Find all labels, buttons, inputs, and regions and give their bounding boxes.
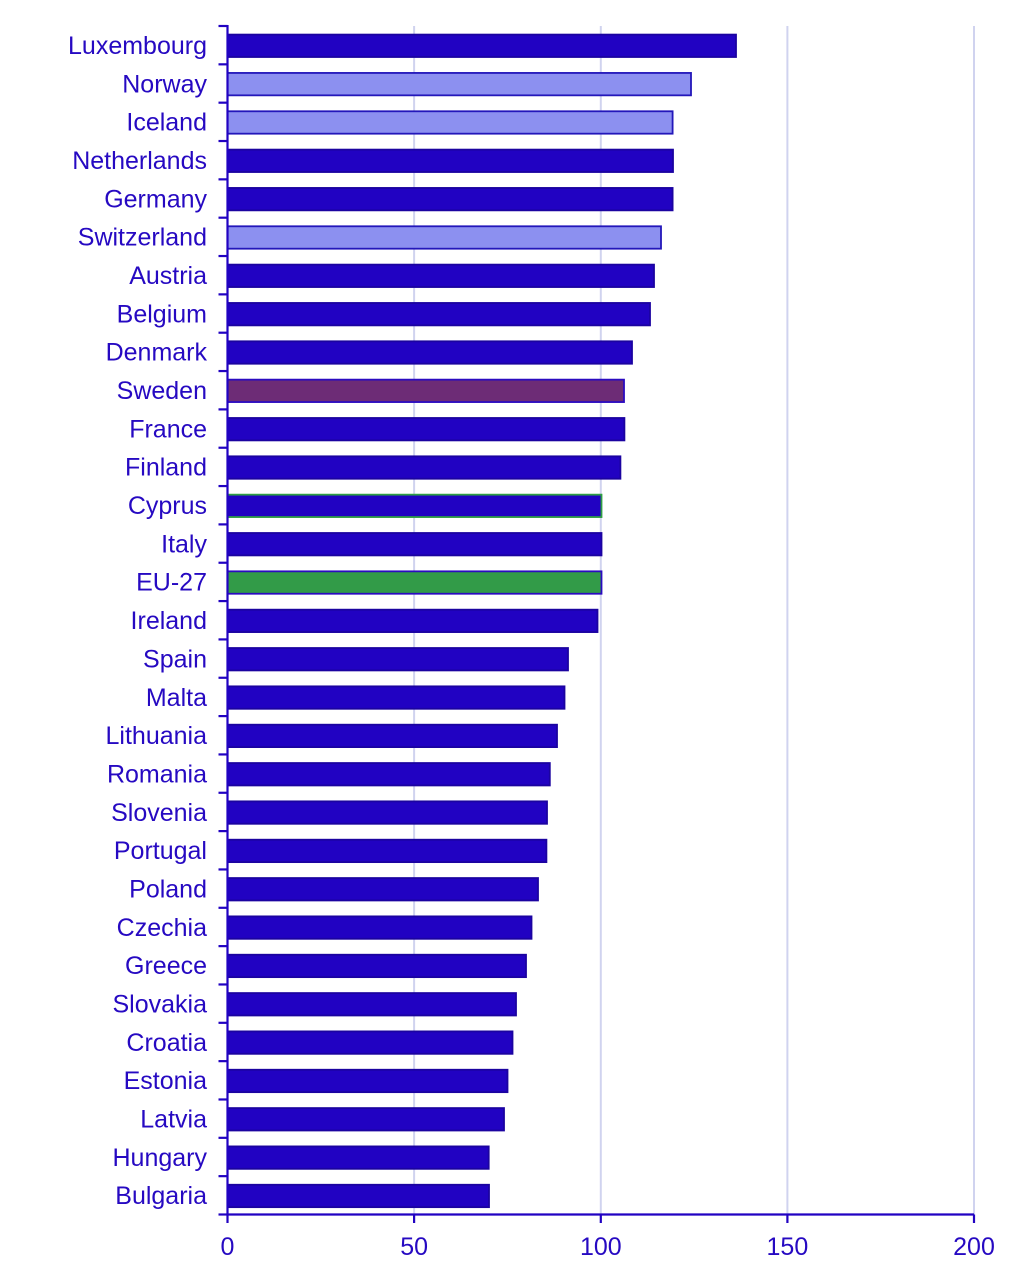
svg-text:50: 50 (400, 1233, 428, 1261)
svg-text:Denmark: Denmark (106, 339, 208, 367)
svg-text:Slovakia: Slovakia (113, 990, 208, 1018)
svg-text:Netherlands: Netherlands (72, 147, 207, 175)
svg-text:Lithuania: Lithuania (106, 722, 208, 750)
svg-text:Ireland: Ireland (131, 607, 207, 635)
svg-text:Switzerland: Switzerland (78, 224, 207, 252)
svg-text:Bulgaria: Bulgaria (115, 1182, 207, 1210)
svg-text:Malta: Malta (146, 684, 207, 712)
svg-text:Austria: Austria (129, 262, 207, 290)
svg-text:Cyprus: Cyprus (128, 492, 207, 520)
svg-text:Estonia: Estonia (124, 1067, 207, 1095)
svg-text:Spain: Spain (143, 645, 207, 673)
svg-text:France: France (129, 415, 207, 443)
svg-text:EU-27: EU-27 (136, 569, 207, 597)
svg-text:Hungary: Hungary (113, 1144, 208, 1172)
svg-text:Norway: Norway (122, 70, 207, 98)
svg-text:Poland: Poland (129, 875, 207, 903)
svg-text:Luxembourg: Luxembourg (68, 32, 207, 60)
svg-text:Iceland: Iceland (126, 109, 207, 137)
svg-text:Czechia: Czechia (117, 914, 207, 942)
svg-text:Latvia: Latvia (140, 1105, 207, 1133)
svg-text:Romania: Romania (107, 760, 207, 788)
svg-text:Belgium: Belgium (117, 300, 207, 328)
svg-text:150: 150 (767, 1233, 809, 1261)
svg-text:Germany: Germany (104, 185, 207, 213)
svg-text:Slovenia: Slovenia (111, 799, 207, 827)
svg-text:100: 100 (580, 1233, 622, 1261)
svg-text:Sweden: Sweden (117, 377, 207, 405)
svg-text:Croatia: Croatia (126, 1029, 207, 1057)
svg-text:Finland: Finland (125, 454, 207, 482)
svg-text:200: 200 (953, 1233, 995, 1261)
svg-text:Greece: Greece (125, 952, 207, 980)
svg-text:0: 0 (221, 1233, 235, 1261)
svg-text:Portugal: Portugal (114, 837, 207, 865)
svg-text:Italy: Italy (161, 530, 207, 558)
